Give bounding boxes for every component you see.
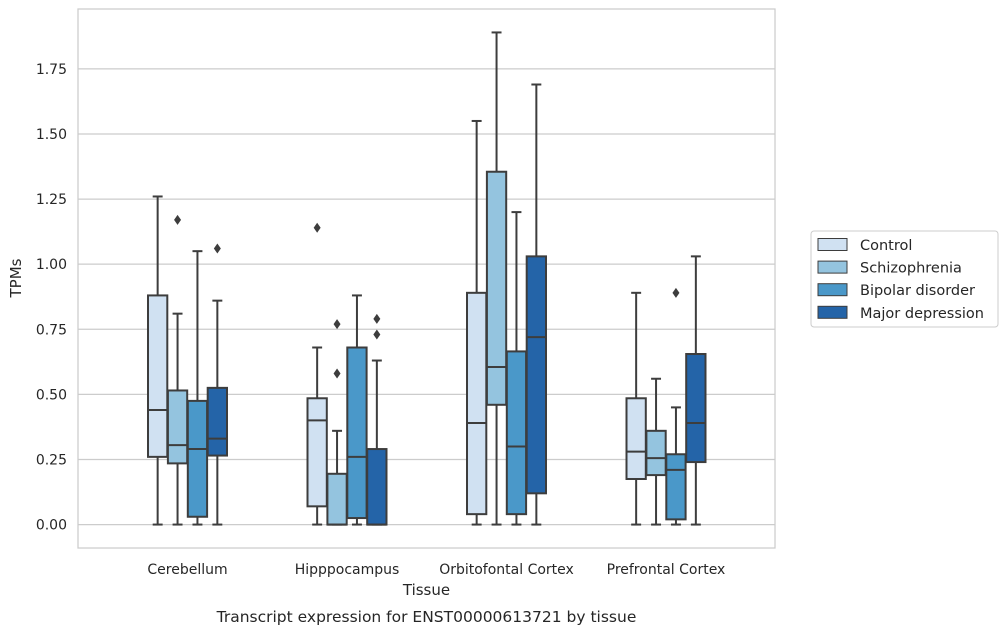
box-bipolar-disorder — [505, 211, 528, 526]
x-tick-label: Hipppocampus — [295, 562, 400, 578]
y-tick-label: 1.75 — [36, 62, 67, 78]
y-tick-label: 0.75 — [36, 322, 67, 338]
box-control — [147, 195, 169, 526]
legend-label: Major depression — [860, 306, 984, 322]
legend-swatch — [817, 283, 848, 297]
y-axis-ticks: 0.00 0.25 0.50 0.75 1.00 1.25 1.50 1.75 — [36, 62, 67, 534]
y-axis-label: TPMs — [7, 258, 25, 298]
legend-label: Bipolar disorder — [860, 283, 975, 299]
box-bipolar-disorder — [665, 287, 687, 526]
outlier-point — [672, 287, 680, 298]
box-iqr — [306, 397, 328, 508]
box-control — [306, 222, 328, 526]
box-control — [625, 291, 647, 526]
legend-swatch — [817, 260, 848, 274]
box-iqr — [346, 346, 368, 520]
x-axis-ticks: Cerebellum Hipppocampus Orbitofontal Corte… — [147, 562, 725, 578]
x-tick-label: Prefrontal Cortex — [607, 562, 726, 578]
outlier-point — [213, 243, 221, 254]
legend-frame — [810, 230, 999, 328]
box-major-depression — [685, 255, 707, 526]
box-major-depression — [525, 83, 548, 526]
box-iqr — [166, 389, 189, 465]
box-iqr — [206, 386, 228, 457]
box-schizophrenia — [485, 31, 508, 526]
plot-frame — [77, 8, 776, 549]
box-bipolar-disorder — [186, 250, 209, 526]
legend-swatch — [817, 305, 848, 319]
y-tick-label: 1.25 — [36, 192, 67, 208]
box-iqr — [326, 472, 348, 526]
box-iqr — [366, 448, 388, 526]
x-tick-label: Orbitofontal Cortex — [439, 562, 574, 578]
box-iqr — [525, 255, 548, 495]
box-control — [466, 119, 488, 526]
outlier-point — [373, 329, 381, 340]
box-schizophrenia — [645, 377, 667, 526]
legend-label: Schizophrenia — [860, 261, 962, 277]
box-iqr — [485, 170, 508, 406]
box-bipolar-disorder — [346, 294, 368, 526]
box-schizophrenia — [326, 319, 348, 526]
legend-label: Control — [860, 238, 912, 254]
box-iqr — [466, 291, 488, 516]
box-iqr — [625, 397, 647, 480]
box-iqr — [186, 399, 209, 518]
outlier-point — [333, 368, 341, 379]
x-tick-label: Cerebellum — [147, 562, 227, 578]
box-major-depression — [206, 243, 228, 526]
outlier-point — [313, 222, 321, 233]
outlier-point — [174, 214, 182, 225]
legend-swatch — [817, 238, 848, 251]
box-marks — [147, 31, 707, 526]
box-iqr — [665, 453, 687, 521]
chart-caption: Transcript expression for ENST0000061372… — [216, 608, 637, 626]
x-axis-label: Tissue — [402, 581, 450, 599]
y-tick-label: 1.50 — [36, 127, 67, 143]
box-schizophrenia — [166, 214, 189, 526]
box-iqr — [645, 429, 667, 477]
box-iqr — [685, 353, 707, 464]
y-tick-label: 0.50 — [36, 387, 67, 403]
y-tick-label: 1.00 — [36, 257, 67, 273]
y-tick-label: 0.25 — [36, 452, 67, 468]
box-iqr — [147, 294, 169, 458]
outlier-point — [373, 313, 381, 324]
box-major-depression — [366, 313, 388, 526]
legend: Control Schizophrenia Bipolar disorder Majo… — [810, 230, 999, 328]
outlier-point — [333, 319, 341, 330]
y-tick-label: 0.00 — [36, 518, 67, 534]
box-iqr — [505, 350, 528, 516]
